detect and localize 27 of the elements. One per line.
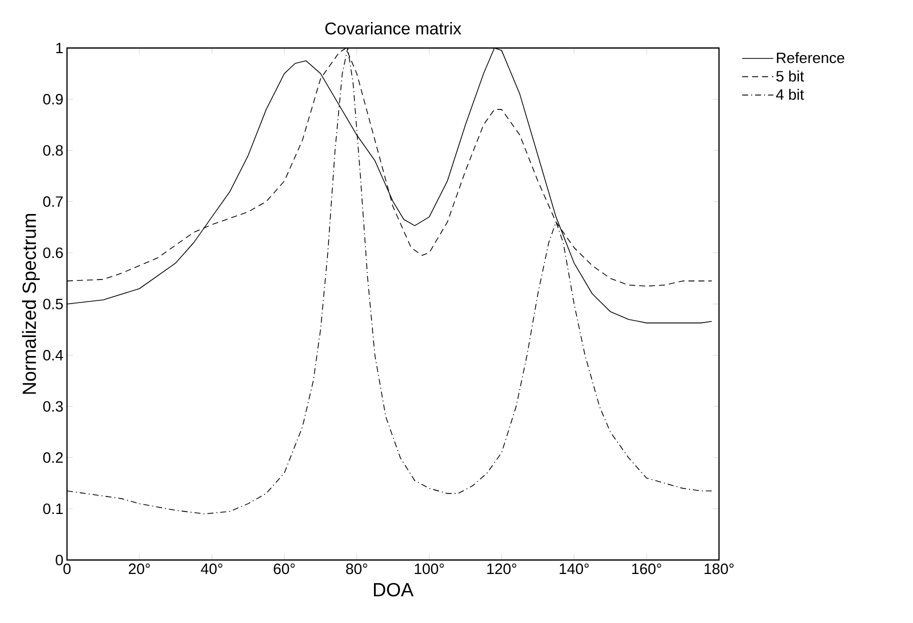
x-tick-label: 60° (274, 564, 295, 574)
y-tick-label: 0.3 (43, 401, 63, 412)
x-tick-label: 80° (346, 564, 368, 574)
y-axis-title: Normalized Spectrum (22, 214, 40, 394)
y-tick-label: 0.1 (43, 503, 63, 514)
x-tick-label: 0 (63, 564, 71, 574)
y-tick-label: 0.5 (43, 298, 63, 310)
x-tick-label: 180° (704, 564, 734, 574)
y-tick-label: 0.9 (43, 94, 63, 104)
legend-label: 4 bit (776, 88, 804, 100)
y-tick-label: 0.8 (43, 145, 63, 156)
chart-title: Covariance matrix (325, 22, 462, 35)
x-tick-label: 20° (128, 564, 150, 574)
y-tick-label: 0.4 (43, 350, 64, 360)
x-tick-label: 100° (414, 564, 444, 574)
legend-label: Reference (776, 52, 844, 64)
y-tick-label: 0.7 (43, 196, 63, 207)
x-tick-label: 40° (200, 564, 222, 574)
y-tick-label: 0.6 (43, 247, 63, 258)
legend-label: 5 bit (776, 70, 804, 82)
y-tick-label: 1 (56, 42, 63, 54)
x-tick-label: 160° (632, 564, 662, 574)
x-tick-label: 120° (487, 564, 516, 574)
y-tick-label: 0.2 (43, 452, 63, 463)
y-tick-label: 0 (56, 554, 63, 566)
x-tick-label: 140° (560, 564, 589, 574)
x-axis-title: DOA (374, 582, 414, 596)
